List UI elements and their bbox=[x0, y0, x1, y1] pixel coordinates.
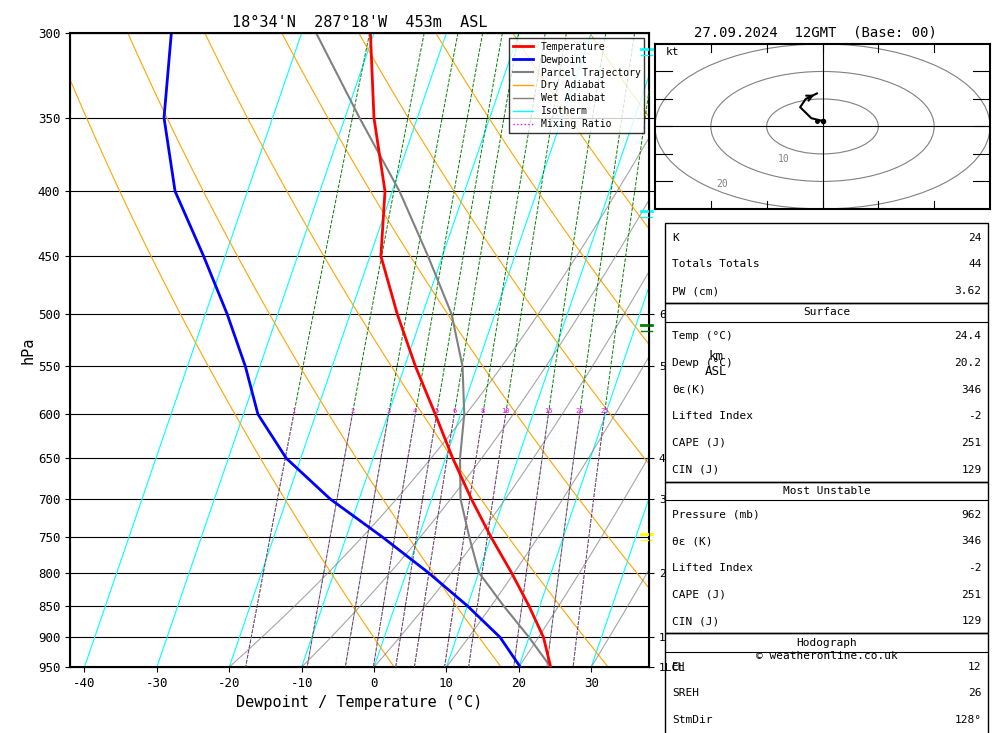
Text: 25: 25 bbox=[600, 408, 609, 414]
Text: 2: 2 bbox=[350, 408, 354, 414]
Text: Most Unstable: Most Unstable bbox=[783, 486, 871, 496]
Y-axis label: hPa: hPa bbox=[20, 336, 35, 364]
Text: Lifted Index: Lifted Index bbox=[672, 411, 753, 421]
Text: 24.4: 24.4 bbox=[955, 331, 982, 342]
Text: 1: 1 bbox=[292, 408, 296, 414]
Text: Dewp (°C): Dewp (°C) bbox=[672, 358, 733, 368]
Text: Surface: Surface bbox=[803, 307, 850, 317]
Text: K: K bbox=[672, 233, 679, 243]
Text: 346: 346 bbox=[961, 385, 982, 394]
Text: CAPE (J): CAPE (J) bbox=[672, 438, 726, 448]
Text: 20: 20 bbox=[575, 408, 584, 414]
X-axis label: Dewpoint / Temperature (°C): Dewpoint / Temperature (°C) bbox=[236, 696, 483, 710]
Bar bbox=[665, 223, 988, 303]
Text: 20: 20 bbox=[716, 179, 728, 189]
Bar bbox=[665, 482, 988, 633]
Text: 346: 346 bbox=[961, 537, 982, 546]
Text: Temp (°C): Temp (°C) bbox=[672, 331, 733, 342]
Text: Pressure (mb): Pressure (mb) bbox=[672, 509, 760, 520]
Bar bbox=[665, 303, 988, 482]
Text: 24: 24 bbox=[968, 233, 982, 243]
Title: 18°34'N  287°18'W  453m  ASL: 18°34'N 287°18'W 453m ASL bbox=[232, 15, 487, 31]
Text: 12: 12 bbox=[968, 662, 982, 671]
Text: θε (K): θε (K) bbox=[672, 537, 712, 546]
Text: Lifted Index: Lifted Index bbox=[672, 563, 753, 573]
Text: kt: kt bbox=[666, 47, 680, 57]
Text: 8: 8 bbox=[481, 408, 485, 414]
Text: 20.2: 20.2 bbox=[955, 358, 982, 368]
Text: 251: 251 bbox=[961, 589, 982, 600]
Text: CIN (J): CIN (J) bbox=[672, 465, 719, 474]
Text: 6: 6 bbox=[452, 408, 456, 414]
Y-axis label: km
ASL: km ASL bbox=[705, 350, 728, 378]
Text: © weatheronline.co.uk: © weatheronline.co.uk bbox=[756, 651, 898, 660]
Text: 129: 129 bbox=[961, 465, 982, 474]
Text: 962: 962 bbox=[961, 509, 982, 520]
Text: -2: -2 bbox=[968, 563, 982, 573]
Text: 251: 251 bbox=[961, 438, 982, 448]
Text: 10: 10 bbox=[778, 154, 790, 164]
Text: 44: 44 bbox=[968, 259, 982, 270]
Text: 129: 129 bbox=[961, 616, 982, 626]
Legend: Temperature, Dewpoint, Parcel Trajectory, Dry Adiabat, Wet Adiabat, Isotherm, Mi: Temperature, Dewpoint, Parcel Trajectory… bbox=[509, 38, 644, 133]
Text: 128°: 128° bbox=[955, 715, 982, 725]
Text: SREH: SREH bbox=[672, 688, 699, 699]
Bar bbox=[665, 633, 988, 733]
Text: 15: 15 bbox=[544, 408, 553, 414]
Text: -2: -2 bbox=[968, 411, 982, 421]
Text: 3: 3 bbox=[387, 408, 391, 414]
Text: Hodograph: Hodograph bbox=[796, 638, 857, 648]
Text: PW (cm): PW (cm) bbox=[672, 286, 719, 296]
Text: θε(K): θε(K) bbox=[672, 385, 706, 394]
Text: 5: 5 bbox=[434, 408, 439, 414]
Text: StmDir: StmDir bbox=[672, 715, 712, 725]
Text: 26: 26 bbox=[968, 688, 982, 699]
Text: Totals Totals: Totals Totals bbox=[672, 259, 760, 270]
Text: EH: EH bbox=[672, 662, 685, 671]
Text: 4: 4 bbox=[413, 408, 417, 414]
Text: 3.62: 3.62 bbox=[955, 286, 982, 296]
Text: 10: 10 bbox=[501, 408, 510, 414]
Text: CAPE (J): CAPE (J) bbox=[672, 589, 726, 600]
Text: CIN (J): CIN (J) bbox=[672, 616, 719, 626]
Text: 27.09.2024  12GMT  (Base: 00): 27.09.2024 12GMT (Base: 00) bbox=[694, 26, 936, 40]
